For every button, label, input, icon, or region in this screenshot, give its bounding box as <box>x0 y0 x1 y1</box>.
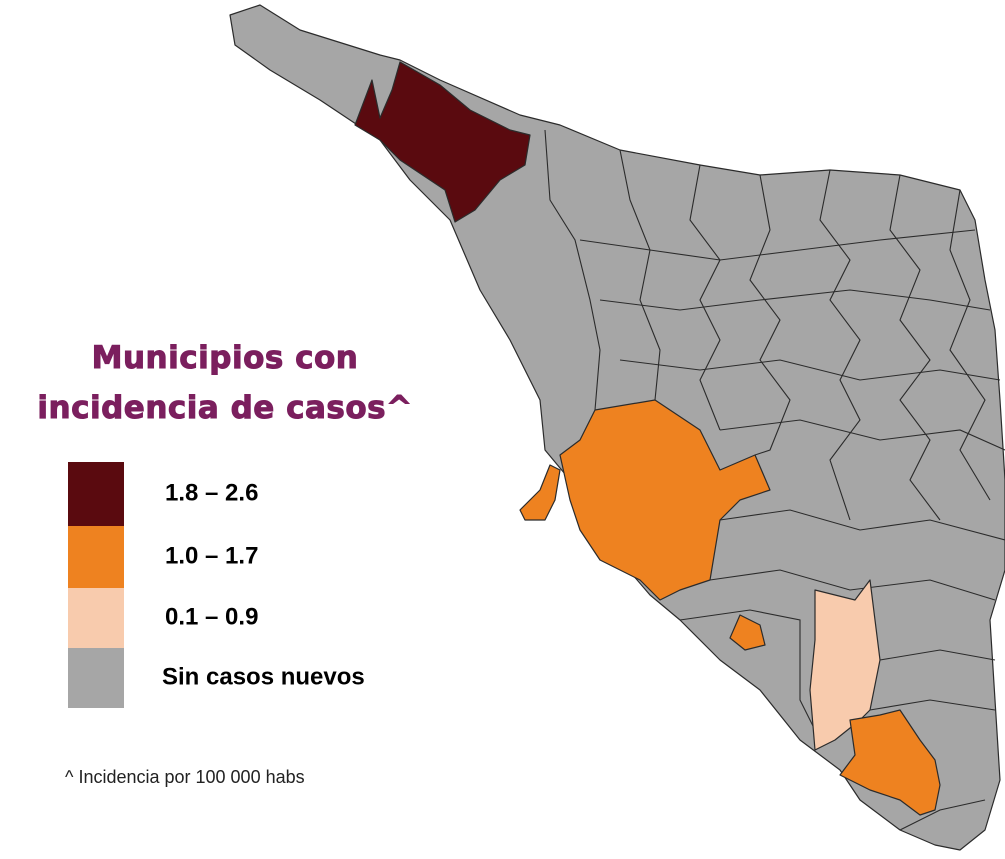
map <box>229 4 1005 851</box>
legend-swatch <box>68 588 124 648</box>
municipality-high <box>354 61 531 223</box>
legend-label: 1.0 – 1.7 <box>165 542 258 569</box>
legend-label: Sin casos nuevos <box>162 663 365 690</box>
municipal-borders <box>544 129 1005 831</box>
legend-swatch <box>68 648 124 708</box>
legend-label: 1.8 – 2.6 <box>165 479 258 506</box>
legend-title: Municipios con <box>92 340 359 376</box>
legend-swatch <box>68 462 124 526</box>
footnote: ^ Incidencia por 100 000 habs <box>65 767 305 787</box>
legend-title: incidencia de casos^ <box>37 390 412 426</box>
municipality-medium <box>729 614 766 651</box>
municipality-medium <box>839 709 941 816</box>
island-medium <box>519 464 561 521</box>
municipality-medium <box>559 399 771 601</box>
legend-label: 0.1 – 0.9 <box>165 603 258 630</box>
legend: 1.8 – 2.6 1.0 – 1.7 0.1 – 0.9 Sin casos nue… <box>68 462 365 708</box>
legend-swatch <box>68 526 124 588</box>
